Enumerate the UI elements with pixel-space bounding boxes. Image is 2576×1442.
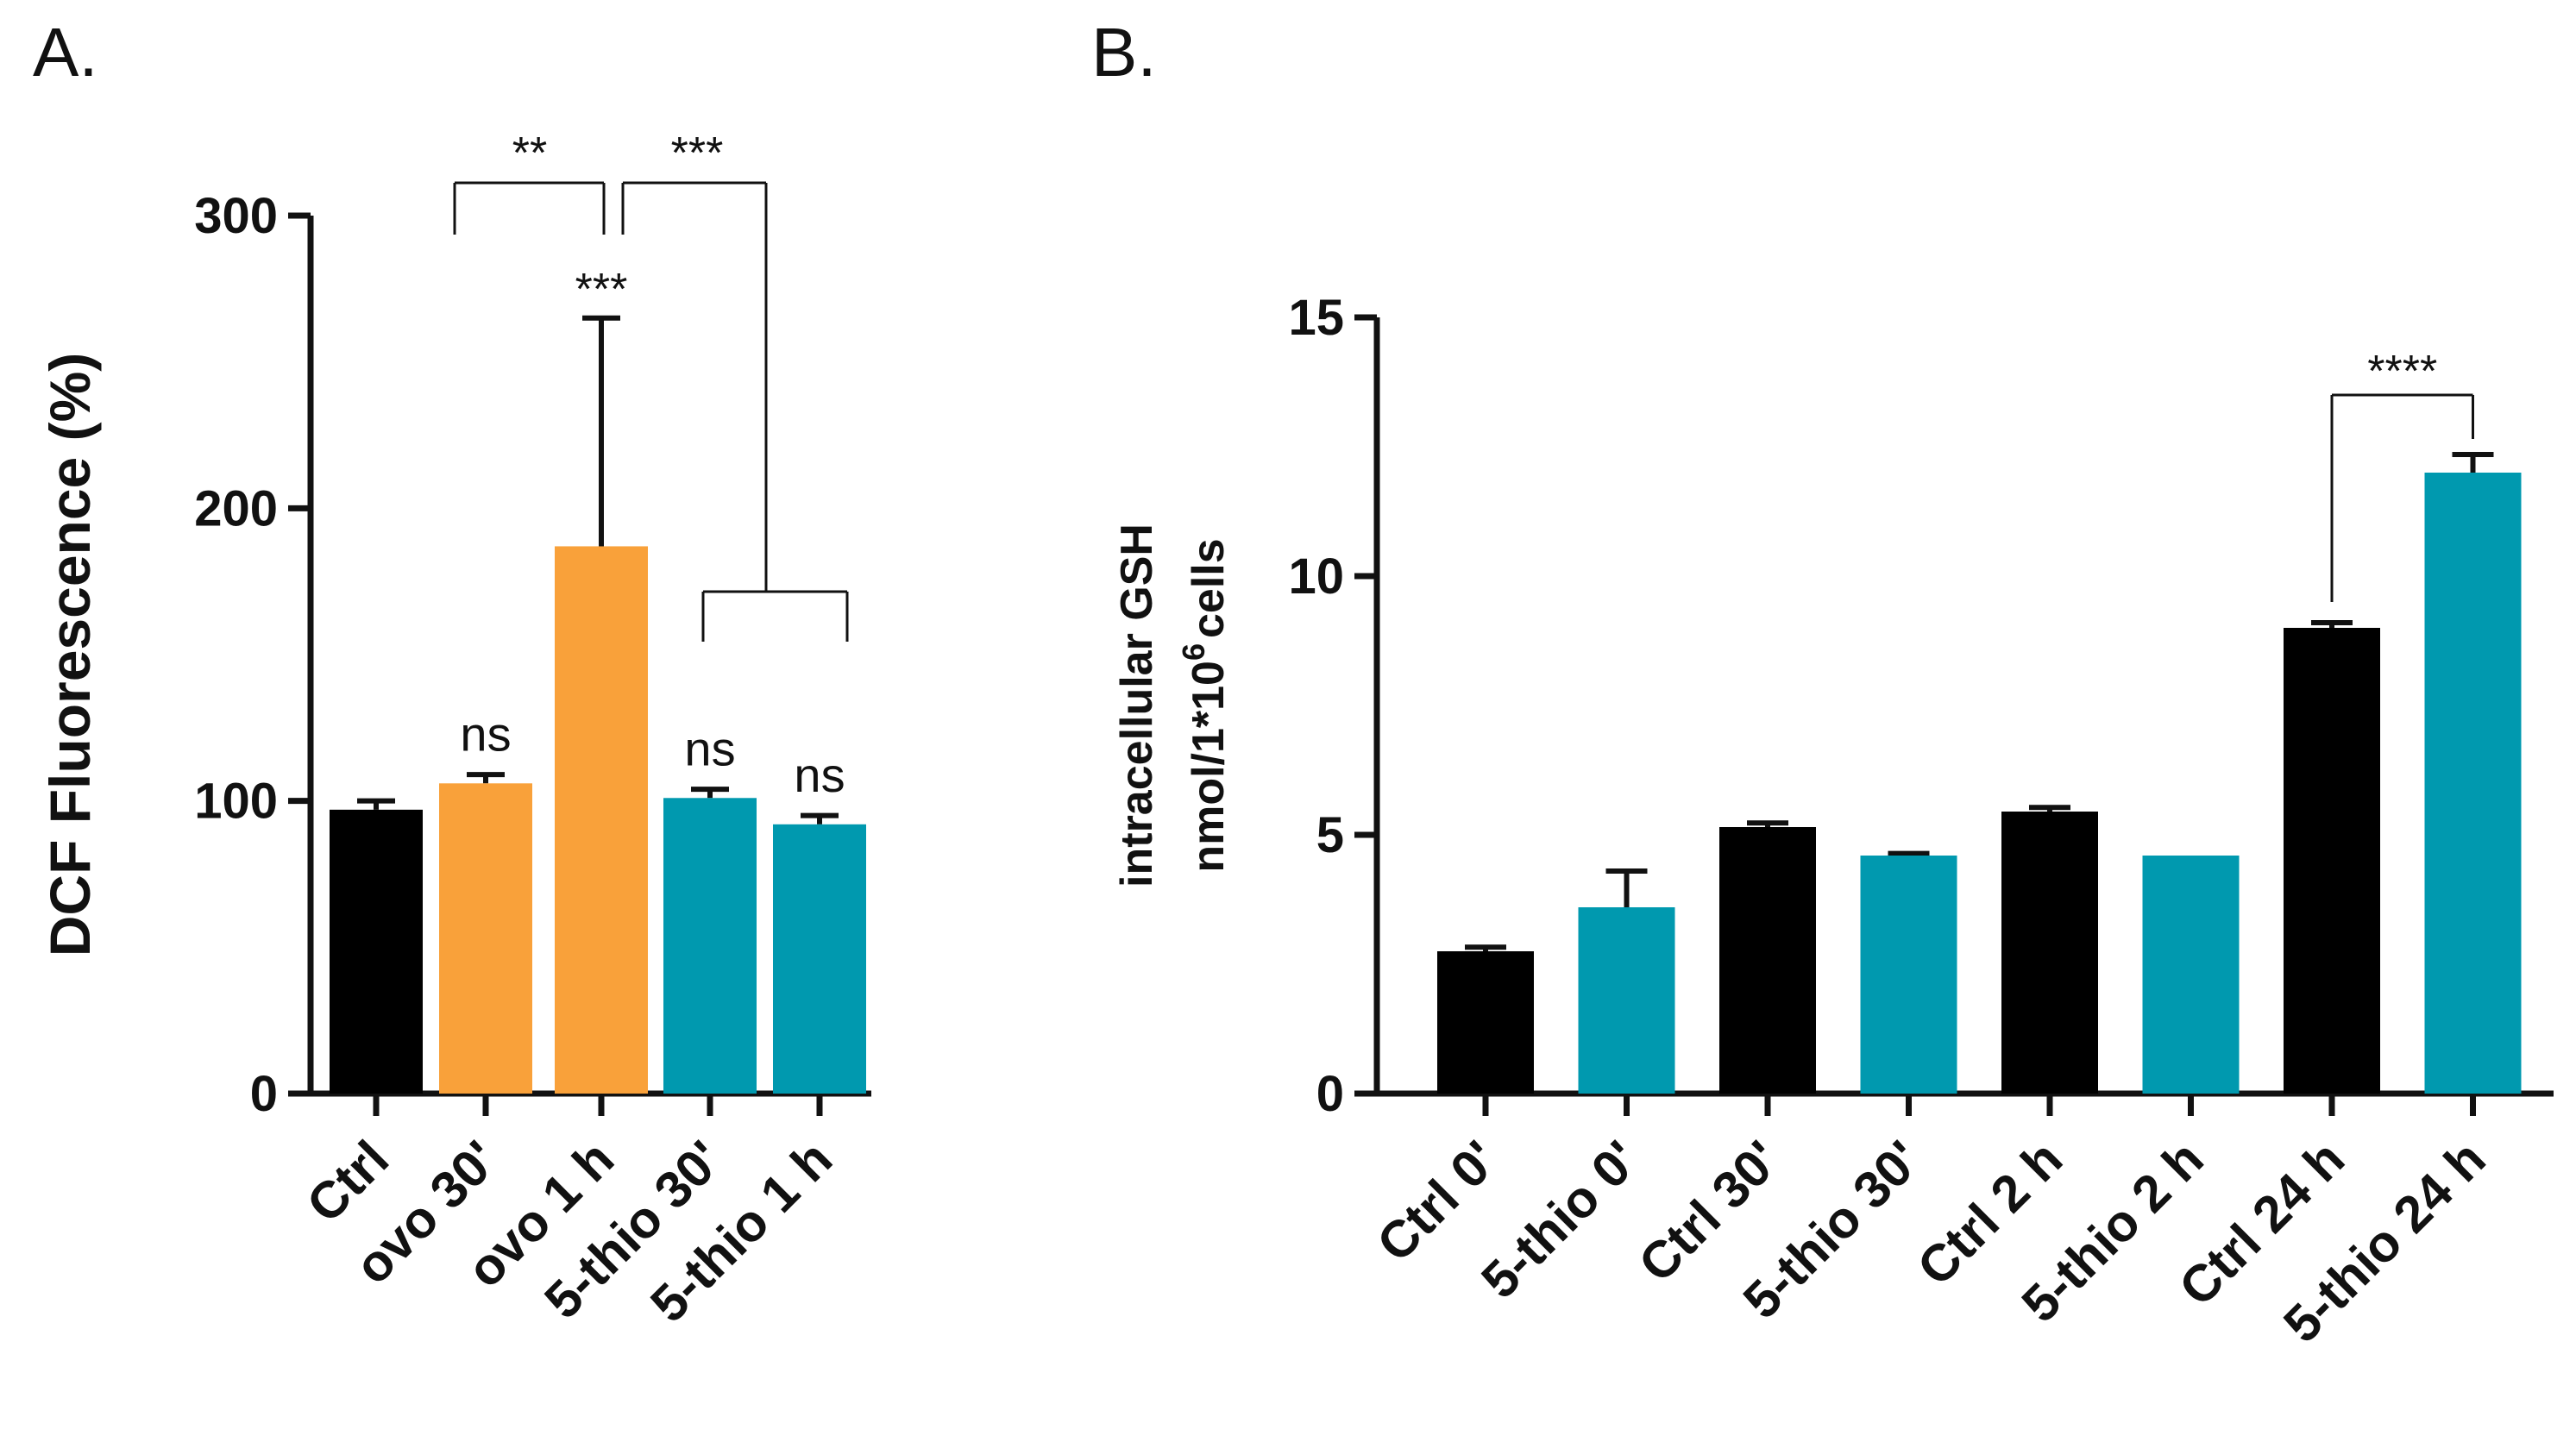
y-axis-title-line1: intracellular GSH (1112, 524, 1162, 887)
y-tick-label: 5 (1316, 807, 1344, 863)
y-axis-title-unit: nmol/1*10 (1184, 661, 1234, 873)
comparison-label: **** (2367, 347, 2437, 397)
bar-annotation: ns (460, 706, 511, 761)
y-axis-title-line2: nmol/1*106 cells (1176, 538, 1234, 872)
y-tick-label: 10 (1288, 549, 1344, 605)
bar-annotation: ns (684, 721, 735, 775)
y-tick-label: 0 (1316, 1066, 1344, 1122)
bar (2001, 812, 2098, 1094)
bar (2142, 856, 2240, 1094)
bar (1719, 827, 1816, 1094)
y-axis-title-unit-suffix: cells (1184, 538, 1234, 638)
bar (330, 809, 423, 1094)
panel-b: B. 0 5 10 15 intracellular GSH nmol/1*106 cells… (1091, 14, 2554, 1353)
bar-annotation: ns (794, 748, 845, 802)
bar (1437, 951, 1534, 1094)
y-tick-label: 300 (194, 188, 278, 244)
y-tick-label: 200 (194, 480, 278, 536)
comparison-label: *** (671, 129, 724, 179)
bar (1860, 856, 1957, 1094)
y-tick-label: 15 (1288, 290, 1344, 346)
y-axis-title: DCF Fluorescence (%) (38, 353, 102, 956)
bar (439, 783, 532, 1094)
bar (2424, 473, 2522, 1094)
bar-annotation: *** (575, 265, 628, 315)
x-tick-label: 5-thio 0' (1470, 1130, 1649, 1309)
bar (555, 546, 648, 1094)
bar (2284, 628, 2380, 1094)
y-tick-label: 0 (250, 1066, 278, 1122)
bar (773, 824, 866, 1094)
y-tick-label: 100 (194, 774, 278, 830)
y-axis-title-exponent: 6 (1176, 643, 1211, 661)
panel-a-label: A. (33, 14, 98, 91)
bar (663, 798, 757, 1094)
bar (1578, 907, 1675, 1094)
panel-b-label: B. (1091, 14, 1157, 91)
comparison-label: ** (512, 129, 547, 179)
